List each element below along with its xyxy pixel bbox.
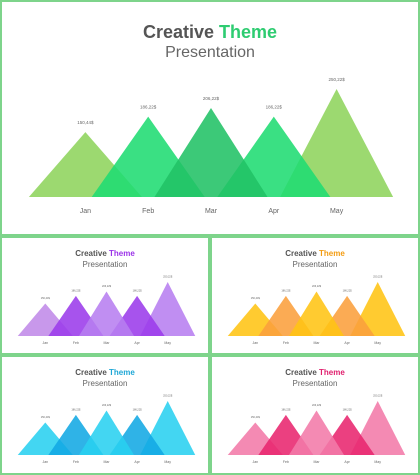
mountain-chart: 150,44$ Jan 186,22$ Feb 206,22$ Mar 186,22$ Apr…: [227, 276, 406, 345]
slide-orange: Creative Theme Presentation 150,44$ Jan 18…: [210, 236, 420, 355]
slide-title: Creative Theme: [212, 249, 418, 258]
title-word-creative: Creative: [75, 368, 107, 377]
slide-title: Creative Theme: [2, 368, 208, 377]
data-label-apr: 186,22$: [266, 105, 283, 110]
peak-mar: [288, 410, 345, 455]
title-word-theme: Theme: [319, 368, 345, 377]
data-label-apr: 186,22$: [133, 408, 143, 411]
data-label-mar: 206,22$: [312, 285, 322, 288]
data-label-feb: 186,22$: [71, 408, 81, 411]
data-label-jan: 150,44$: [41, 416, 51, 419]
title-word-theme: Theme: [319, 249, 345, 258]
slide-subtitle: Presentation: [82, 260, 128, 269]
data-label-mar: 206,22$: [102, 404, 112, 407]
slide-pink: Creative Theme Presentation 150,44$ Jan 18…: [210, 355, 420, 475]
tick-label-may: May: [164, 341, 171, 345]
peak-mar: [78, 291, 135, 336]
data-label-mar: 206,22$: [102, 285, 112, 288]
tick-label-jan: Jan: [42, 341, 48, 345]
tick-label-mar: Mar: [205, 208, 218, 215]
tick-label-may: May: [330, 208, 344, 215]
tick-label-mar: Mar: [313, 460, 320, 464]
data-label-feb: 186,22$: [281, 408, 291, 411]
data-label-jan: 150,44$: [41, 297, 51, 300]
tick-label-mar: Mar: [103, 341, 110, 345]
slide-subtitle: Presentation: [292, 260, 338, 269]
data-label-jan: 150,44$: [251, 416, 261, 419]
tick-label-feb: Feb: [73, 460, 79, 464]
title-word-creative: Creative: [75, 249, 107, 258]
data-label-may: 250,22$: [373, 395, 383, 398]
data-label-may: 250,22$: [328, 77, 345, 82]
data-label-feb: 186,22$: [71, 289, 81, 292]
slide-blue: Creative Theme Presentation 150,44$ Jan 18…: [0, 355, 210, 475]
data-label-may: 250,22$: [373, 276, 383, 279]
slide-purple: Creative Theme Presentation 150,44$ Jan 18…: [0, 236, 210, 355]
tick-label-jan: Jan: [42, 460, 48, 464]
data-label-feb: 186,22$: [140, 105, 157, 110]
data-label-may: 250,22$: [163, 395, 173, 398]
slide-title: Creative Theme: [212, 368, 418, 377]
data-label-jan: 150,44$: [251, 297, 261, 300]
mountain-chart: 150,44$ Jan 186,22$ Feb 206,22$ Mar 186,22$ Apr…: [227, 395, 406, 464]
tick-label-feb: Feb: [142, 208, 154, 215]
title-word-theme: Theme: [219, 22, 278, 42]
mountain-chart: 150,44$ Jan 186,22$ Feb 206,22$ Mar 186,22$ Apr…: [17, 276, 196, 345]
title-word-creative: Creative: [285, 249, 317, 258]
data-label-jan: 150,44$: [77, 120, 94, 125]
tick-label-apr: Apr: [268, 208, 280, 215]
slide-title: Creative Theme: [2, 22, 418, 43]
tick-label-feb: Feb: [283, 460, 289, 464]
slide-subtitle: Presentation: [82, 379, 128, 388]
tick-label-apr: Apr: [134, 460, 140, 464]
slide-title: Creative Theme: [2, 249, 208, 258]
data-label-may: 250,22$: [163, 276, 173, 279]
tick-label-feb: Feb: [73, 341, 79, 345]
tick-label-may: May: [374, 341, 381, 345]
tick-label-feb: Feb: [283, 341, 289, 345]
peak-mar: [154, 107, 268, 197]
tick-label-mar: Mar: [103, 460, 110, 464]
title-word-theme: Theme: [109, 249, 135, 258]
tick-label-mar: Mar: [313, 341, 320, 345]
data-label-apr: 186,22$: [133, 289, 143, 292]
peak-mar: [78, 410, 135, 455]
tick-label-jan: Jan: [252, 460, 258, 464]
tick-label-may: May: [374, 460, 381, 464]
data-label-apr: 186,22$: [343, 408, 353, 411]
title-word-creative: Creative: [285, 368, 317, 377]
title-word-theme: Theme: [109, 368, 135, 377]
tick-label-jan: Jan: [80, 208, 91, 215]
slide-subtitle: Presentation: [165, 44, 255, 61]
tick-label-may: May: [164, 460, 171, 464]
title-word-creative: Creative: [142, 22, 214, 42]
tick-label-jan: Jan: [252, 341, 258, 345]
slide-green-main: Creative Theme Presentation 150,44$ Jan 18…: [0, 0, 420, 236]
slide-subtitle: Presentation: [292, 379, 338, 388]
tick-label-apr: Apr: [134, 341, 140, 345]
data-label-apr: 186,22$: [343, 289, 353, 292]
data-label-mar: 206,22$: [312, 404, 322, 407]
data-label-mar: 206,22$: [203, 96, 220, 101]
mountain-chart: 150,44$ Jan 186,22$ Feb 206,22$ Mar 186,22$ Apr…: [28, 77, 394, 215]
peak-mar: [288, 291, 345, 336]
data-label-feb: 186,22$: [281, 289, 291, 292]
tick-label-apr: Apr: [344, 460, 350, 464]
tick-label-apr: Apr: [344, 341, 350, 345]
mountain-chart: 150,44$ Jan 186,22$ Feb 206,22$ Mar 186,22$ Apr…: [17, 395, 196, 464]
